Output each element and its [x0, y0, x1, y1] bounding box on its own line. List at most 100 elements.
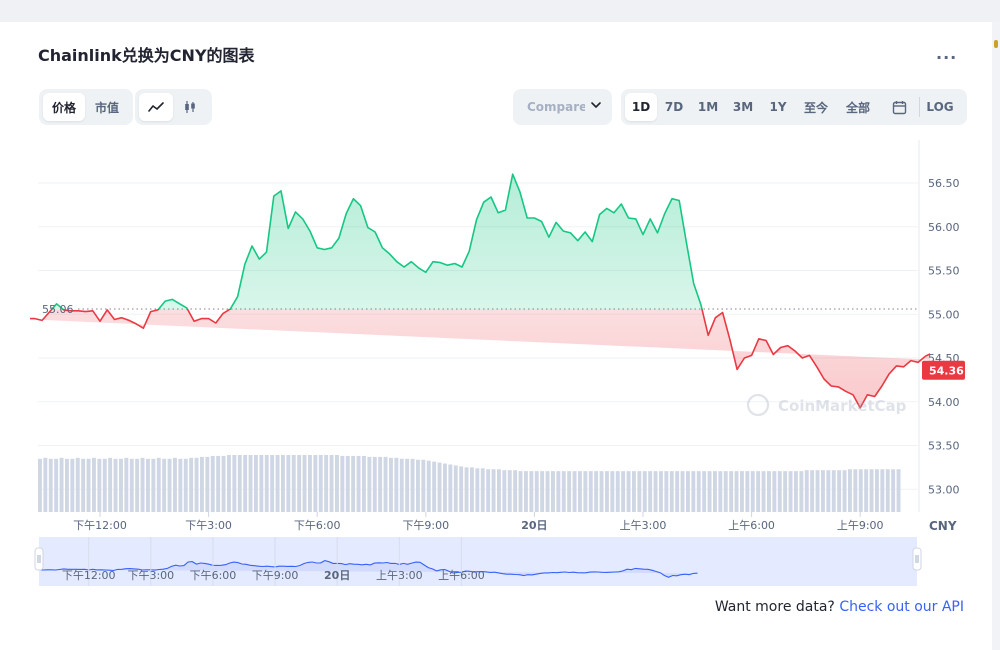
volume-bar [750, 471, 755, 512]
volume-bar [75, 457, 80, 512]
volume-bar [448, 464, 453, 512]
volume-bar [383, 456, 388, 512]
navigator-axis: 下午12:00 下午3:00 下午6:00 下午9:00 20日 上午3:00 上午6:00 [62, 537, 485, 586]
volume-bar [162, 458, 167, 512]
volume-bar [615, 471, 620, 512]
volume-bar [896, 469, 901, 512]
line-chart-button[interactable] [139, 93, 173, 121]
candlestick-button[interactable] [173, 93, 207, 121]
y-tick-label: 53.50 [928, 440, 960, 453]
navigator-line [38, 560, 698, 578]
volume-bar [410, 458, 415, 512]
range-3m[interactable]: 3M [732, 100, 754, 114]
navigator-selection [39, 537, 917, 586]
volume-bar [675, 471, 680, 512]
line-chart-icon [148, 102, 164, 112]
x-tick-label: 20日 [521, 519, 547, 532]
volume-bar [858, 469, 863, 512]
tab-price[interactable]: 价格 [43, 93, 85, 121]
more-options-button[interactable]: ... [936, 44, 958, 63]
tab-market-cap[interactable]: 市值 [94, 100, 119, 115]
volume-bar [389, 457, 393, 512]
x-tick-label: 上午6:00 [728, 519, 775, 532]
volume-bar [178, 458, 183, 512]
volume-bar [632, 471, 636, 512]
volume-bar [713, 471, 717, 512]
volume-bar [43, 457, 48, 512]
range-1m[interactable]: 1M [697, 100, 719, 114]
volume-bar [534, 471, 539, 512]
volume-bar [669, 471, 674, 512]
volume-bar [205, 456, 210, 512]
volume-bar [65, 458, 69, 512]
volume-bar [394, 457, 399, 512]
volume-bar [459, 466, 464, 512]
volume-bar [588, 471, 593, 512]
range-ytd[interactable]: 至今 [803, 100, 828, 115]
volume-bar [464, 467, 469, 512]
volume-bar [173, 457, 177, 512]
currency-label: CNY [929, 519, 957, 533]
volume-bar [621, 471, 626, 512]
volume-bar [810, 470, 815, 512]
volume-bar [518, 471, 523, 512]
volume-bar [437, 462, 442, 512]
volume-bar [756, 471, 761, 512]
range-7d[interactable]: 7D [664, 100, 684, 114]
volume-bar [815, 470, 820, 512]
range-all[interactable]: 全部 [845, 100, 870, 115]
volume-bar [426, 460, 431, 512]
api-link[interactable]: Check out our API [839, 599, 964, 615]
volume-bar [54, 458, 59, 512]
volume-bar [297, 455, 302, 512]
volume-bar [734, 471, 739, 512]
volume-bar [146, 458, 150, 512]
volume-bar [470, 467, 474, 512]
volume-bar [691, 471, 696, 512]
calendar-icon [892, 100, 906, 114]
top-bar [0, 0, 1000, 22]
log-toggle[interactable]: LOG [926, 100, 954, 114]
price-line-down [30, 309, 930, 409]
volume-bar [113, 458, 118, 512]
volume-bar [335, 455, 339, 512]
area-above-reference [52, 174, 702, 309]
range-1y[interactable]: 1Y [769, 100, 787, 114]
volume-bar [648, 471, 653, 512]
volume-bar [869, 469, 874, 512]
volume-bar [653, 471, 658, 512]
navigator-right-handle[interactable] [912, 547, 922, 571]
calendar-button[interactable] [879, 93, 919, 121]
volume-bar [583, 471, 588, 512]
range-tabs: 1D 7D 1M 3M 1Y 至今 全部 LOG [621, 89, 967, 125]
y-tick-label: 56.50 [928, 177, 960, 190]
price-line-up [50, 173, 703, 309]
compare-dropdown[interactable]: Compare w [513, 89, 612, 125]
navigator-tick-label: 上午6:00 [438, 569, 485, 582]
coinmarketcap-logo-icon [746, 393, 770, 417]
volume-bar [81, 458, 86, 512]
volume-bar [351, 455, 356, 512]
volume-bar [529, 471, 534, 512]
x-tick-label: 下午6:00 [294, 519, 341, 532]
volume-bar [875, 469, 879, 512]
volume-bar [399, 458, 404, 512]
watermark: CoinMarketCap [746, 393, 907, 417]
volume-bar [124, 457, 129, 512]
volume-bar [567, 471, 572, 512]
volume-bar [664, 471, 669, 512]
range-1d[interactable]: 1D [625, 93, 657, 121]
navigator-left-handle[interactable] [34, 547, 44, 571]
volume-bar [637, 471, 642, 512]
volume-bar [189, 457, 194, 512]
volume-bar [275, 455, 280, 512]
footer: Want more data? Check out our API [715, 599, 964, 615]
volume-bar [102, 458, 107, 512]
volume-bars [38, 455, 901, 512]
volume-bar [329, 455, 334, 512]
navigator[interactable]: 下午12:00 下午3:00 下午6:00 下午9:00 20日 上午3:00 上午6:00 [34, 537, 922, 586]
volume-bar [308, 455, 312, 512]
volume-bar [313, 455, 318, 512]
